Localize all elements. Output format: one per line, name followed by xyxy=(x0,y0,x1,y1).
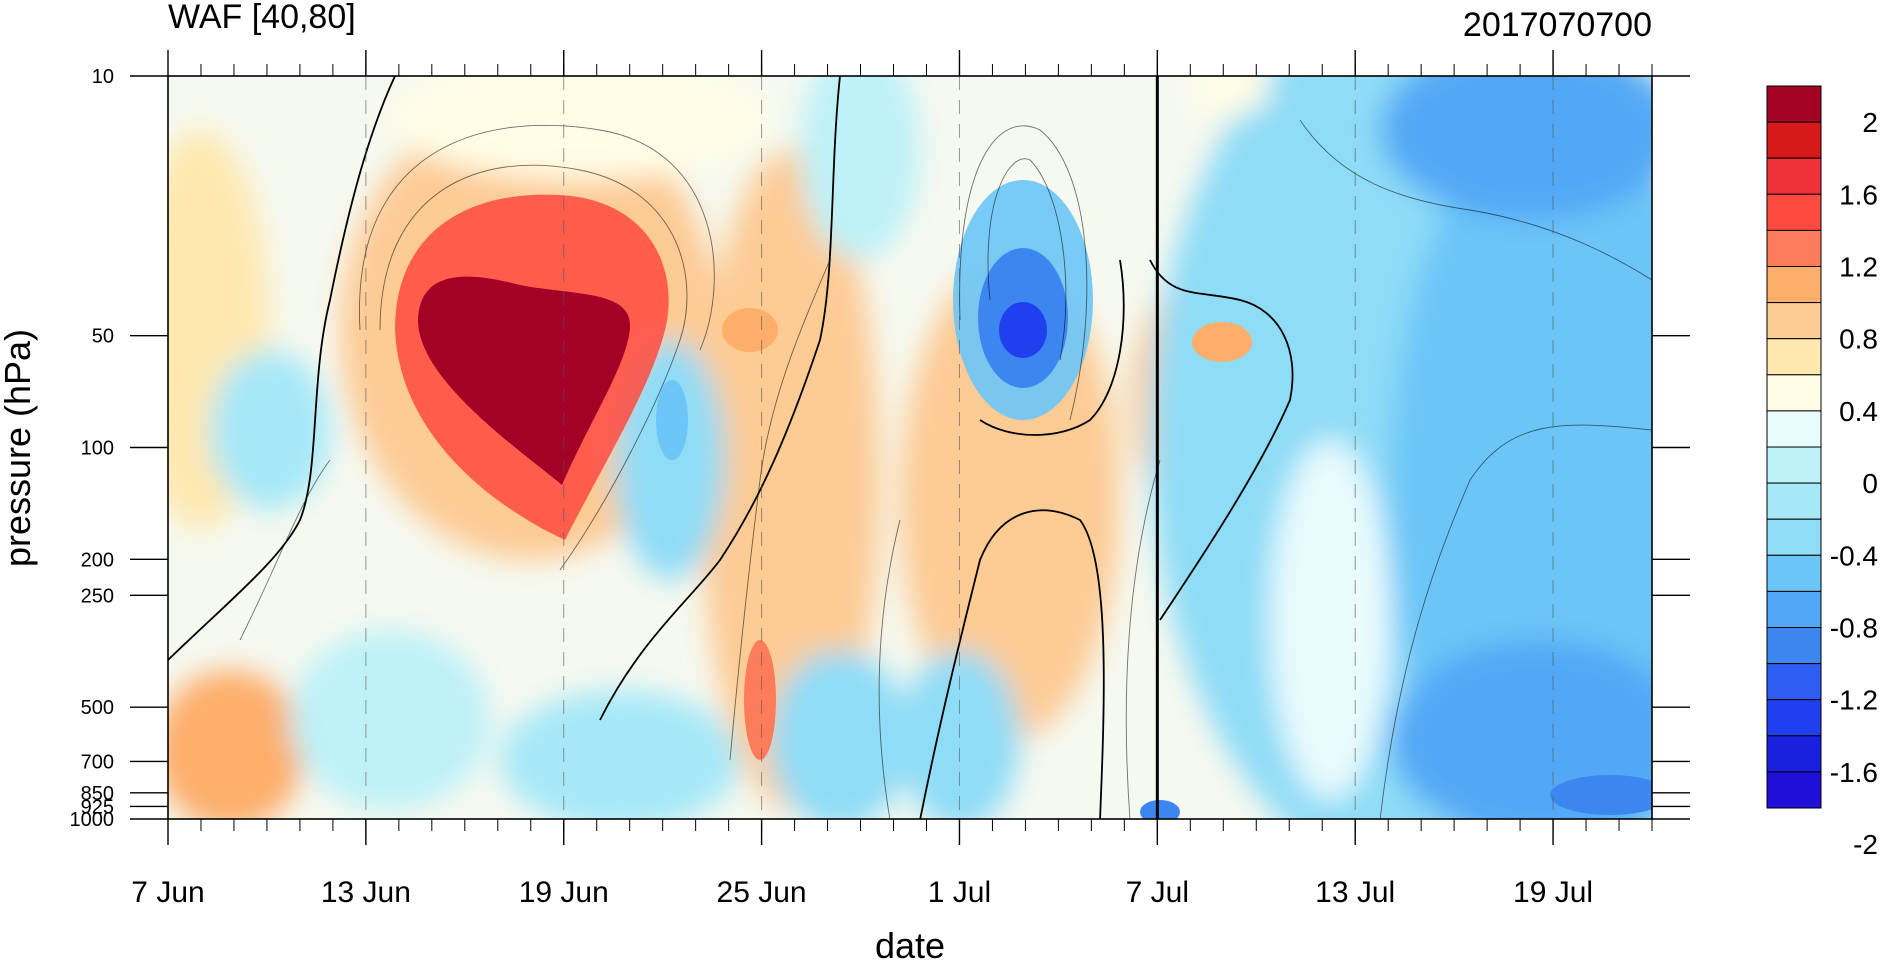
colorbar-swatch xyxy=(1766,302,1822,340)
colorbar-swatch xyxy=(1766,157,1822,195)
colorbar-swatch xyxy=(1766,699,1822,737)
colorbar-swatch xyxy=(1766,663,1822,701)
cool-region-right-bottom xyxy=(1390,640,1652,819)
contour-line xyxy=(239,459,331,641)
colorbar-swatch xyxy=(1766,338,1822,376)
contour-line xyxy=(878,519,901,819)
warm-region-bottom-left xyxy=(168,670,305,819)
positive-core xyxy=(418,276,630,485)
positive-local-max-8jul xyxy=(1192,322,1252,362)
contour-line xyxy=(1299,119,1652,281)
colorbar-swatch xyxy=(1766,193,1822,231)
colorbar-label: 1.2 xyxy=(1839,252,1878,283)
pale-region-right-top xyxy=(1190,76,1270,115)
cool-region-top-27jun xyxy=(800,76,920,260)
zero-contour xyxy=(1149,259,1294,621)
colorbar-swatch xyxy=(1766,735,1822,773)
contour-line xyxy=(1379,424,1652,819)
contour-line xyxy=(359,124,715,351)
negative-spot-20jun xyxy=(656,380,688,460)
positive-local-max-25jun xyxy=(744,640,776,760)
cool-region-27jun xyxy=(770,650,910,819)
colorbar-swatch xyxy=(1766,229,1822,267)
contour-line xyxy=(959,125,1088,421)
zero-contour xyxy=(168,76,396,661)
cool-region-bottom-mid xyxy=(500,690,740,819)
colorbar-swatch xyxy=(1766,85,1822,123)
colorbar-swatch xyxy=(1766,374,1822,412)
colorbar-label: 2 xyxy=(1862,107,1878,138)
cool-region-left xyxy=(210,350,330,510)
x-tick-label: 13 Jul xyxy=(1315,876,1395,909)
colorbar-swatch xyxy=(1766,590,1822,629)
chart-title-right: 2017070700 xyxy=(1463,6,1652,44)
contour-line xyxy=(987,158,1067,361)
colorbar-label: 1.6 xyxy=(1839,179,1878,210)
colorbar: 2 1.6 1.2 0.8 0.4 0 -0.4 -0.8 -1.2 -1.6 -2 xyxy=(1766,85,1878,860)
y-tick-label: 850 xyxy=(81,783,114,805)
cool-region-right-deep xyxy=(1390,100,1652,819)
colorbar-label: -1.2 xyxy=(1830,685,1878,716)
chart-title-left: WAF [40,80] xyxy=(168,0,356,36)
negative-core xyxy=(999,302,1047,358)
negative-spot-7jul xyxy=(1140,800,1180,819)
x-axis-label: date xyxy=(875,925,945,961)
y-axis-label: pressure (hPa) xyxy=(0,329,38,567)
colorbar-label: 0.8 xyxy=(1839,324,1878,355)
x-tick-label: 25 Jun xyxy=(717,876,807,909)
colorbar-label: -1.6 xyxy=(1830,757,1878,788)
colorbar-swatch xyxy=(1766,446,1822,484)
negative-core-bottom-right xyxy=(1550,775,1652,815)
colorbar-swatch xyxy=(1766,410,1822,448)
pale-region-right xyxy=(1270,440,1390,800)
colorbar-swatch xyxy=(1766,554,1822,592)
zero-contours xyxy=(168,76,1294,819)
zero-contour xyxy=(979,259,1125,436)
y-tick-label: 700 xyxy=(81,751,114,773)
y-tick-label: 1000 xyxy=(70,809,115,831)
pale-region-top xyxy=(390,76,770,180)
cool-region-1jul-low xyxy=(900,650,1020,819)
colorbar-label: -2 xyxy=(1853,829,1878,860)
zero-contour xyxy=(599,76,841,721)
x-tick-label: 7 Jun xyxy=(131,876,204,909)
colorbar-label: 0 xyxy=(1862,468,1878,499)
contour-line xyxy=(379,164,688,571)
contour-line xyxy=(729,259,831,761)
colorbar-swatch xyxy=(1766,482,1822,520)
x-tick-label: 19 Jun xyxy=(519,876,609,909)
contour-line xyxy=(1125,459,1161,819)
colorbar-swatch xyxy=(1766,121,1822,159)
x-tick-label: 7 Jul xyxy=(1126,876,1189,909)
colorbar-swatch xyxy=(1766,266,1822,304)
y-tick-label: 10 xyxy=(92,66,114,88)
colorbar-label: -0.8 xyxy=(1830,613,1878,644)
y-tick-label: 500 xyxy=(81,697,114,719)
colorbar-label: 0.4 xyxy=(1839,396,1878,427)
x-axis: 7 Jun 13 Jun 19 Jun 25 Jun 1 Jul 7 Jul 13 Jul 1… xyxy=(131,50,1653,909)
colorbar-swatch xyxy=(1766,771,1822,809)
cool-region-20jun xyxy=(615,340,725,580)
y-tick-label: 50 xyxy=(92,326,114,348)
colorbar-label: -0.4 xyxy=(1830,540,1878,571)
y-tick-label: 200 xyxy=(81,549,114,571)
y-tick-label: 250 xyxy=(81,585,114,607)
y-tick-label: 925 xyxy=(81,796,114,818)
colorbar-swatch xyxy=(1766,627,1822,665)
zero-contour xyxy=(919,509,1105,819)
y-tick-label: 100 xyxy=(81,438,114,460)
cool-region-left-low xyxy=(290,630,490,810)
contour-field xyxy=(168,76,1652,819)
cool-region-right-top xyxy=(1380,76,1652,220)
x-tick-label: 1 Jul xyxy=(928,876,991,909)
x-tick-label: 13 Jun xyxy=(321,876,411,909)
contour-lines xyxy=(239,119,1652,819)
x-tick-label: 19 Jul xyxy=(1513,876,1593,909)
colorbar-swatch xyxy=(1766,518,1822,556)
positive-local-max-26jun xyxy=(722,308,778,352)
